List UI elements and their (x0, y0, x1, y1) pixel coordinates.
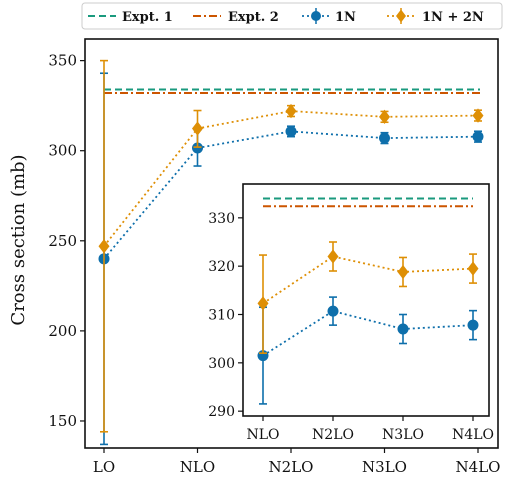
inset-ytick-label: 330 (208, 211, 235, 227)
inset-data-point (397, 264, 409, 280)
main-series-line (103, 130, 479, 260)
main-series (98, 59, 484, 433)
inset-xtick-label: NLO (246, 427, 279, 443)
inset-series (257, 241, 479, 354)
legend-box (81, 2, 503, 30)
main-data-point (472, 108, 484, 123)
main-xtick-label: LO (93, 458, 115, 476)
main-data-point (379, 109, 390, 124)
legend-label: 1N + 2N (422, 10, 484, 25)
main-ytick-label: 200 (48, 322, 77, 340)
main-data-point (98, 239, 110, 254)
legend-label: Expt. 1 (122, 10, 173, 25)
main-data-point (192, 121, 203, 136)
main-xtick-label: N4LO (456, 458, 501, 476)
main-ytick-label: 300 (48, 142, 77, 160)
main-xtick-label: NLO (180, 458, 215, 476)
y-axis-title: Cross section (mb) (8, 154, 29, 325)
inset-series-line (262, 310, 474, 357)
inset-plot: 290 300 310 320 330 NLO N2LO N3LO N4LO (208, 183, 494, 443)
inset-xtick-label: N3LO (382, 427, 424, 443)
inset-ytick-label: 290 (208, 404, 235, 420)
inset-ytick-label: 310 (208, 308, 235, 324)
inset-data-point (327, 249, 339, 264)
main-data-point (472, 131, 484, 143)
legend-label: Expt. 2 (228, 10, 279, 25)
legend-label: 1N (335, 10, 356, 25)
inset-frame (242, 183, 490, 417)
main-xtick-label: N3LO (362, 458, 407, 476)
main-xtick-label: N2LO (269, 458, 314, 476)
inset-data-point (327, 305, 339, 317)
inset-xtick-label: N4LO (452, 427, 494, 443)
legend: Expt. 1 Expt. 2 1N 1N + 2N (81, 2, 503, 30)
inset-ytick-label: 300 (208, 356, 235, 372)
legend-swatch-marker (311, 11, 321, 21)
main-data-point (379, 132, 390, 144)
main-data-point (192, 142, 203, 154)
inset-data-point (467, 261, 479, 276)
main-data-point (285, 103, 297, 119)
inset-series-line (262, 255, 474, 305)
main-ytick-label: 150 (48, 412, 77, 430)
inset-data-point (397, 323, 409, 335)
inset-ytick-label: 320 (208, 259, 235, 275)
main-ytick-label: 250 (48, 232, 77, 250)
inset-data-point (467, 319, 479, 331)
inset-series (257, 296, 479, 405)
legend-swatch-marker (396, 9, 406, 23)
main-data-point (285, 125, 297, 137)
main-ytick-label: 350 (48, 52, 77, 70)
inset-xtick-label: N2LO (312, 427, 354, 443)
inset-data-point (257, 296, 269, 311)
